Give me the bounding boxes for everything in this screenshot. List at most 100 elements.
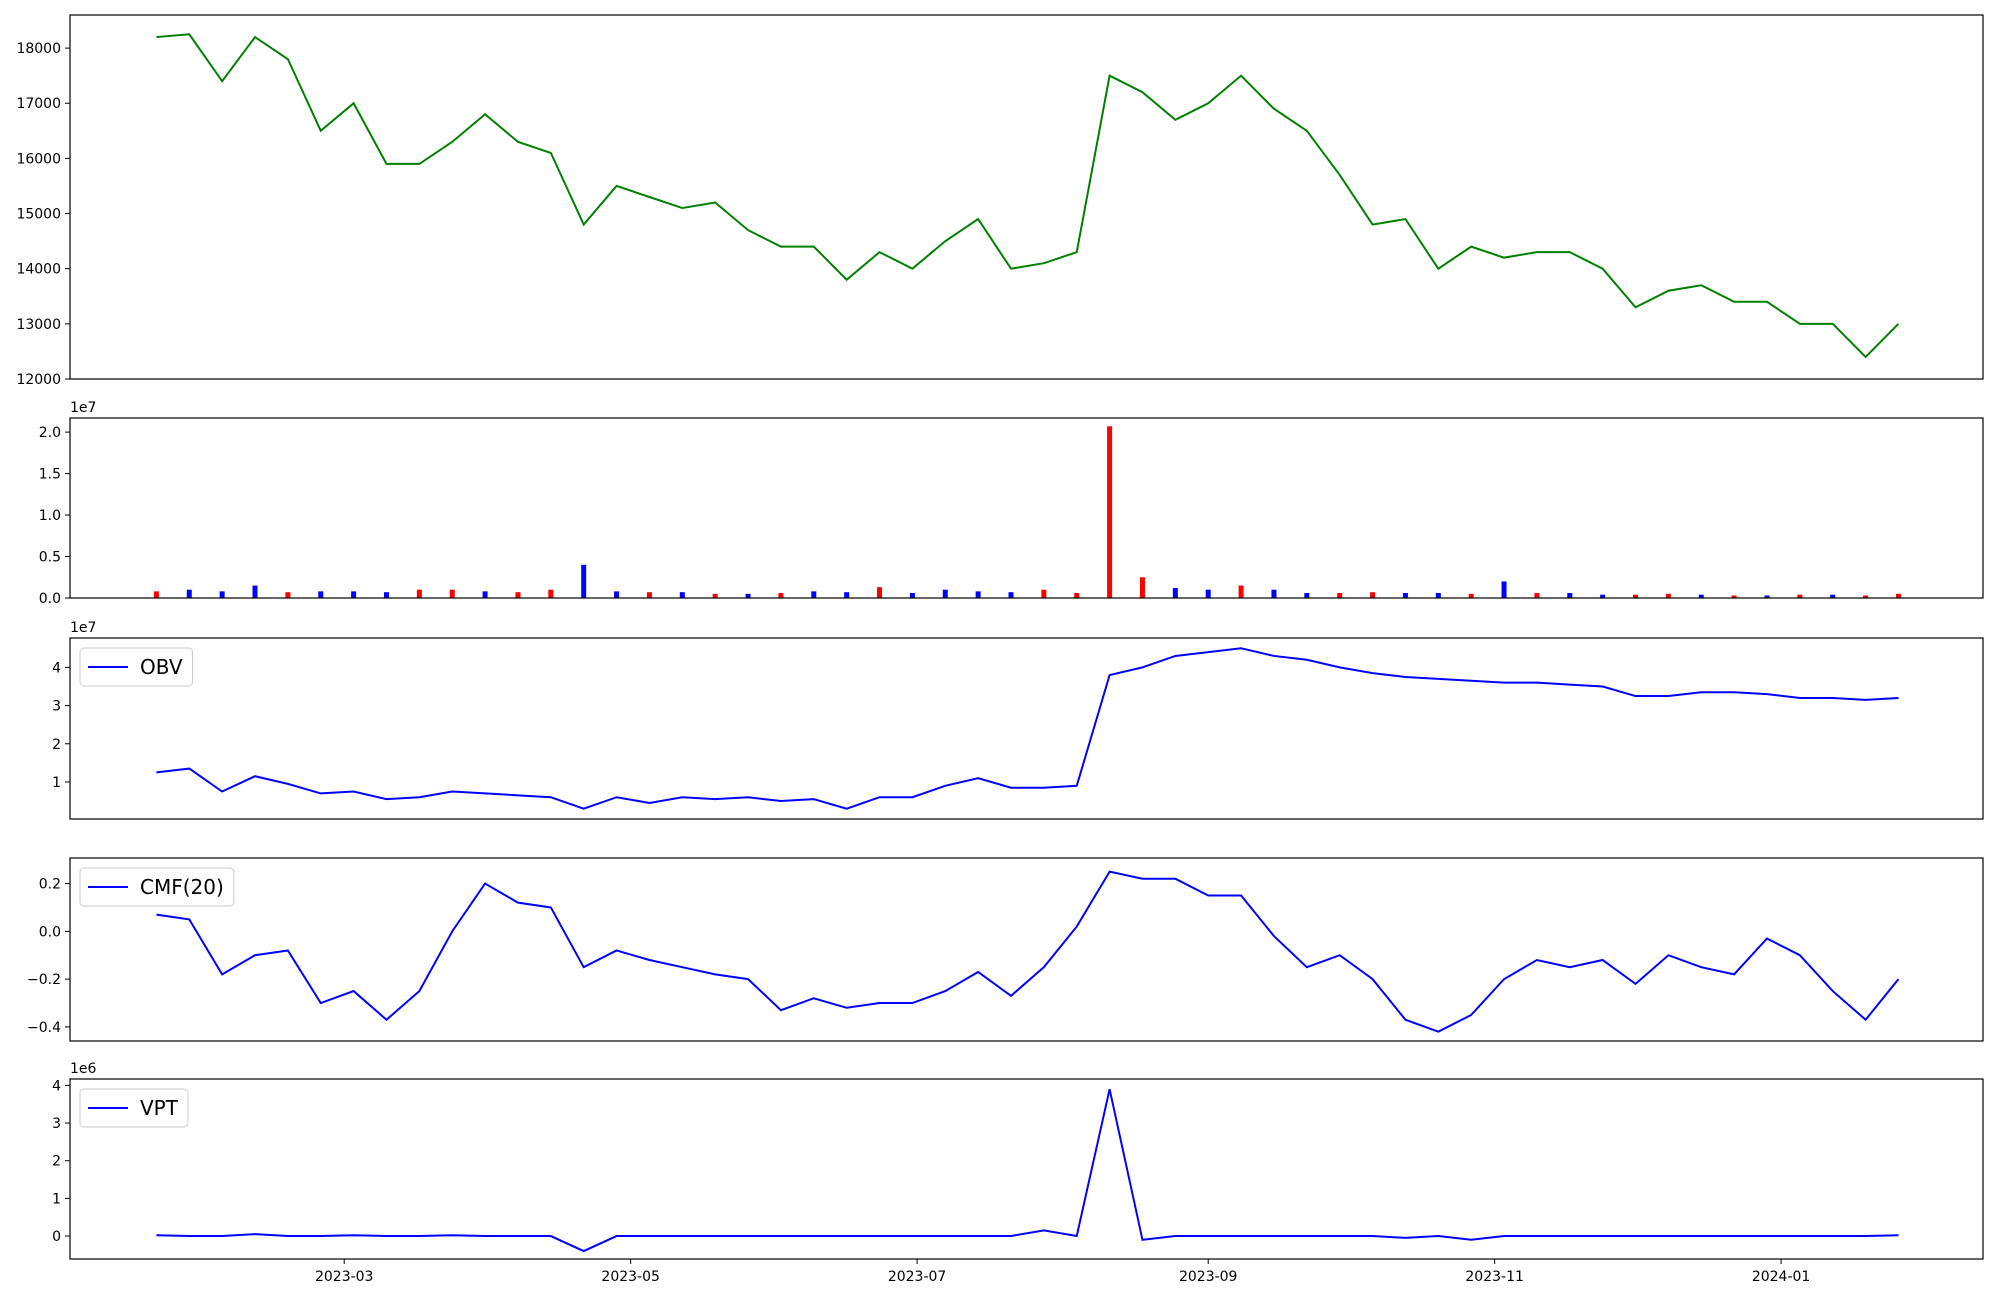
x-tick-label: 2023-05 [601,1269,660,1285]
bar [778,593,784,598]
bar [1139,577,1145,598]
y-tick-label: 1 [52,1191,61,1207]
bar [1271,589,1277,598]
legend-box [79,1088,189,1128]
y-tick-label: −0.2 [27,972,61,988]
bar [1041,589,1047,598]
bar [1337,593,1343,598]
bar [679,592,685,598]
bar [1008,592,1014,598]
y-tick-label: 1 [52,775,61,791]
y-tick-label: 2.0 [39,425,61,441]
y-tick-label: 2 [52,737,61,753]
plot-frame [69,1078,1984,1260]
y-tick-label: 3 [52,1116,61,1132]
y-tick-label: 4 [52,1078,61,1094]
bar [1435,593,1441,598]
offset-label: 1e6 [70,1061,97,1077]
panel: 0 1 2 3 4 2023-03 2023-05 2023-07 2023-09 2023-11… [52,1061,1984,1285]
x-tick-label: 2023-09 [1179,1269,1238,1285]
y-tick-label: 12000 [16,372,61,388]
y-tick-label: 14000 [16,262,61,278]
bar [712,593,718,598]
bar [449,589,455,598]
bar [614,591,620,598]
legend-box [79,647,194,687]
line [156,1088,1899,1253]
bar [1304,593,1310,598]
x-tick-label: 2023-03 [315,1269,374,1285]
line [156,647,1899,810]
bar [1370,592,1376,598]
panel: 1 2 3 4 1e7 OBV [52,620,1984,820]
bar [186,589,192,598]
bar [1600,594,1606,598]
bar [1895,593,1901,598]
legend-label: OBV [140,655,183,679]
bar [844,592,850,598]
bar [1567,593,1573,598]
bar [909,593,915,598]
bar [646,592,652,598]
bar [1534,593,1540,598]
legend: VPT [79,1088,189,1128]
bar [548,589,554,598]
legend-label: CMF(20) [140,875,224,899]
bar [745,593,751,598]
bar [1501,581,1507,598]
legend: OBV [79,647,194,687]
x-tick-label: 2023-07 [888,1269,947,1285]
y-tick-label: 0.5 [39,550,61,566]
y-tick-label: 13000 [16,317,61,333]
line [156,33,1900,359]
bar [416,589,422,598]
bar [1074,593,1080,598]
y-tick-label: 0.0 [39,591,61,607]
y-tick-label: 1.0 [39,508,61,524]
y-tick-label: 2 [52,1154,61,1170]
panel: 0.0 0.5 1.0 1.5 2.0 1e7 [39,400,1984,607]
x-tick-label: 2024-01 [1752,1269,1811,1285]
bar [1731,595,1737,598]
legend: CMF(20) [79,867,235,907]
bar [252,585,258,598]
y-tick-label: 1.5 [39,467,61,483]
legend-box [79,867,235,907]
plot-frame [69,637,1984,820]
y-tick-label: 16000 [16,151,61,167]
plot-frame [69,417,1984,599]
legend-label: VPT [140,1096,179,1120]
y-tick-label: 18000 [16,41,61,57]
offset-label: 1e7 [70,400,96,416]
bar [811,591,817,598]
bar [1665,593,1671,598]
x-tick-label: 2023-11 [1465,1269,1524,1285]
plot-frame [69,857,1984,1042]
bar [1172,588,1178,598]
plot-frame [69,14,1984,380]
bar [1402,593,1408,598]
y-tick-label: −0.4 [27,1020,61,1036]
bar [581,564,587,598]
bar [285,592,291,598]
bar [383,592,389,598]
bar [1797,594,1803,598]
bar [351,591,357,598]
bar [318,591,324,598]
bar [975,591,981,598]
bar [1107,426,1113,598]
bar [1633,594,1639,598]
panel: 12000 13000 14000 15000 16000 17000 18000 [16,14,1984,388]
bar [1205,589,1211,598]
bar [1698,594,1704,598]
y-tick-label: 3 [52,699,61,715]
line [156,870,1900,1033]
y-tick-label: 4 [52,660,61,676]
bar [942,589,948,598]
bar [1238,585,1244,598]
y-tick-label: 0.0 [39,924,61,940]
y-tick-label: 0.2 [39,877,61,893]
panel: −0.4 −0.2 0.0 0.2 CMF(20) [27,857,1984,1042]
y-tick-label: 15000 [16,207,61,223]
